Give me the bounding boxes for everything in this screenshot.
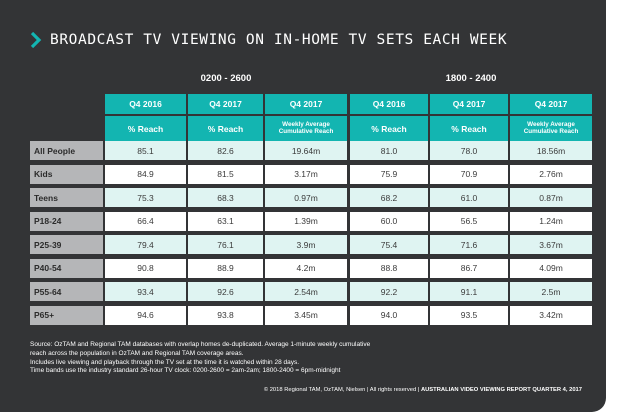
table-cell: 78.0: [430, 141, 508, 160]
table-cell: 1.39m: [265, 211, 347, 231]
table-cell: 70.9: [430, 164, 508, 184]
table-cell: 3.17m: [265, 164, 347, 184]
table-cell: 82.6: [188, 141, 263, 160]
row-label: P65+: [30, 305, 103, 325]
table-cell: 93.5: [430, 305, 508, 325]
row-label: P25-39: [30, 235, 103, 254]
table-cell: 63.1: [188, 211, 263, 231]
table-cell: 93.4: [105, 282, 186, 301]
table-cell: 2.5m: [510, 282, 592, 301]
table-cell: 1.24m: [510, 211, 592, 231]
table-cell: 3.67m: [510, 235, 592, 254]
row-label: Kids: [30, 164, 103, 184]
footer-report-name: AUSTRALIAN VIDEO VIEWING REPORT QUARTER …: [420, 387, 582, 393]
table-cell: 75.9: [350, 164, 428, 184]
footer-copyright: © 2018 Regional TAM, OzTAM, Nielsen | Al…: [263, 387, 421, 393]
table-cell: 4.09m: [510, 258, 592, 278]
table-cell: 75.4: [350, 235, 428, 254]
table-cell: 86.7: [430, 258, 508, 278]
table-cell: 75.3: [105, 188, 186, 207]
column-header-metric: % Reach: [105, 116, 186, 142]
table-cell: 18.56m: [510, 141, 592, 160]
column-header-metric: Weekly Average Cumulative Reach: [510, 116, 592, 142]
report-panel: BROADCAST TV VIEWING ON IN-HOME TV SETS …: [0, 0, 606, 412]
column-header-period: Q4 2017: [265, 94, 347, 114]
source-line: Time bands use the industry standard 26-…: [30, 367, 341, 375]
table-cell: 3.45m: [265, 305, 347, 325]
table-cell: 2.76m: [510, 164, 592, 184]
table-cell: 0.97m: [265, 188, 347, 207]
table-cell: 68.3: [188, 188, 263, 207]
column-header-period: Q4 2016: [105, 94, 186, 114]
chevron-right-icon: [30, 32, 42, 48]
column-header-metric: % Reach: [430, 116, 508, 142]
table-cell: 71.6: [430, 235, 508, 254]
table-cell: 88.8: [350, 258, 428, 278]
table-cell: 79.4: [105, 235, 186, 254]
time-band-header: 0200 - 2600: [200, 73, 252, 84]
column-header-period: Q4 2016: [350, 94, 428, 114]
table-cell: 61.0: [430, 188, 508, 207]
table-cell: 81.5: [188, 164, 263, 184]
table-cell: 4.2m: [265, 258, 347, 278]
source-line: reach across the population in OzTAM and…: [30, 349, 244, 357]
source-line: Source: OzTAM and Regional TAM databases…: [30, 341, 371, 348]
table-cell: 92.6: [188, 282, 263, 301]
table-cell: 0.87m: [510, 188, 592, 207]
table-cell: 2.54m: [265, 282, 347, 301]
time-band-header: 1800 - 2400: [445, 73, 497, 84]
table-cell: 84.9: [105, 164, 186, 184]
column-header-period: Q4 2017: [188, 94, 263, 114]
table-cell: 88.9: [188, 258, 263, 278]
table-cell: 3.9m: [265, 235, 347, 254]
column-header-metric: Weekly Average Cumulative Reach: [265, 116, 347, 142]
table-cell: 3.42m: [510, 305, 592, 325]
column-header-period: Q4 2017: [430, 94, 508, 114]
row-label: All People: [30, 141, 103, 160]
table-cell: 76.1: [188, 235, 263, 254]
table-cell: 85.1: [105, 141, 186, 160]
table-cell: 94.6: [105, 305, 186, 325]
column-header-metric: % Reach: [188, 116, 263, 142]
table-cell: 66.4: [105, 211, 186, 231]
table-cell: 56.5: [430, 211, 508, 231]
source-note: Source: OzTAM and Regional TAM databases…: [30, 341, 590, 376]
table-cell: 90.8: [105, 258, 186, 278]
title-bar: BROADCAST TV VIEWING ON IN-HOME TV SETS …: [30, 28, 507, 52]
row-label: P55-64: [30, 282, 103, 301]
table-cell: 60.0: [350, 211, 428, 231]
row-label: P18-24: [30, 211, 103, 231]
footer: © 2018 Regional TAM, OzTAM, Nielsen | Al…: [264, 387, 582, 393]
page-title: BROADCAST TV VIEWING ON IN-HOME TV SETS …: [50, 32, 508, 48]
column-header-metric: % Reach: [350, 116, 428, 142]
row-label: P40-54: [30, 258, 103, 278]
source-line: Includes live viewing and playback throu…: [30, 358, 300, 366]
table-cell: 19.64m: [265, 141, 347, 160]
table-cell: 91.1: [430, 282, 508, 301]
table-cell: 68.2: [350, 188, 428, 207]
table-cell: 93.8: [188, 305, 263, 325]
table-cell: 94.0: [350, 305, 428, 325]
table-cell: 81.0: [350, 141, 428, 160]
table-cell: 92.2: [350, 282, 428, 301]
row-label: Teens: [30, 188, 103, 207]
column-header-period: Q4 2017: [510, 94, 592, 114]
